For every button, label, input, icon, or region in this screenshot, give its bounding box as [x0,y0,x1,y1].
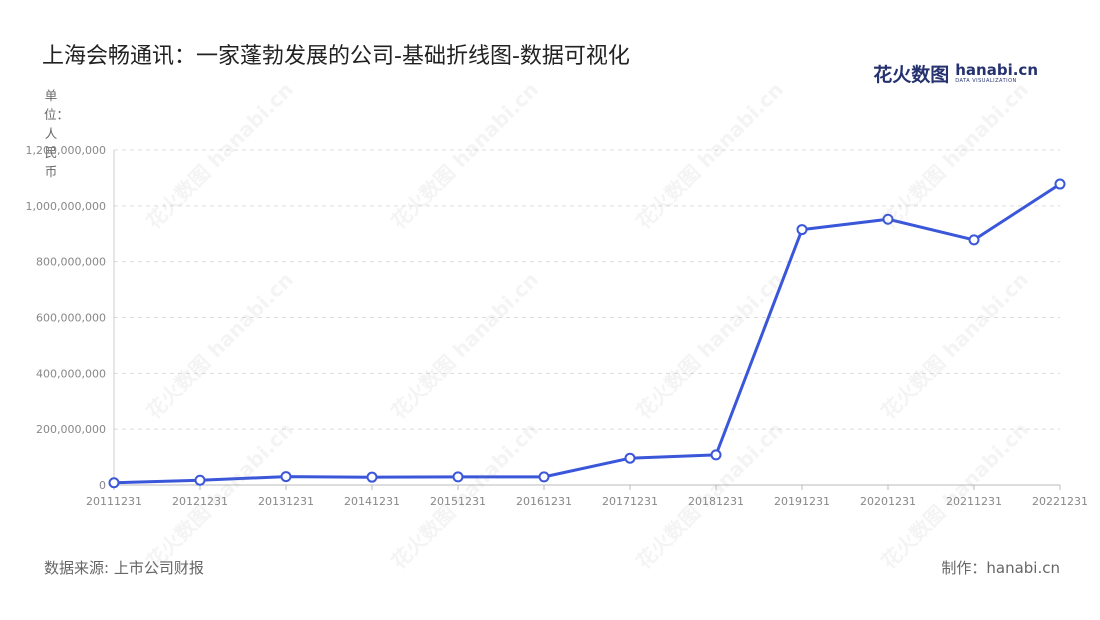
x-tick-label: 20141231 [344,495,400,508]
y-tick-label: 800,000,000 [36,256,106,269]
axes [113,150,1061,490]
logo-en-group: hanabi.cn DATA VISUALIZATION [955,63,1038,84]
series-line [113,182,1061,485]
data-point[interactable] [968,234,980,246]
data-points [108,178,1066,489]
data-point[interactable] [280,471,292,483]
data-source: 数据来源: 上市公司财报 [44,559,204,577]
x-tick-label: 20111231 [86,495,142,508]
x-tick-label: 20121231 [172,495,228,508]
x-tick-label: 20191231 [774,495,830,508]
y-tick-label: 0 [99,479,106,492]
x-tick-label: 20171231 [602,495,658,508]
series-line-group [113,182,1061,485]
data-point[interactable] [194,474,206,486]
x-tick-label: 20161231 [516,495,572,508]
y-tick-labels: 0 200,000,000 400,000,000 600,000,000 800,00… [26,144,106,492]
data-point[interactable] [452,471,464,483]
data-point[interactable] [796,224,808,236]
y-tick-label: 1,000,000,000 [26,200,106,213]
y-tick-label: 1,200,000,000 [26,144,106,157]
data-point[interactable] [1054,178,1066,190]
y-tick-label: 600,000,000 [36,312,106,325]
data-point[interactable] [366,471,378,483]
logo-cn-text: 花火数图 [873,64,950,86]
data-point[interactable] [538,471,550,483]
logo-sub-text: DATA VISUALIZATION [955,78,1017,84]
x-tick-label: 20221231 [1032,495,1088,508]
x-tick-label: 20211231 [946,495,1002,508]
data-point[interactable] [624,452,636,464]
grid-lines [114,149,1060,430]
x-tick-label: 20181231 [688,495,744,508]
data-point[interactable] [710,449,722,461]
logo-en-text: hanabi.cn [955,61,1038,79]
x-tick-label: 20201231 [860,495,916,508]
y-tick-label: 200,000,000 [36,423,106,436]
x-tick-label: 20131231 [258,495,314,508]
chart-title: 上海会畅通讯：一家蓬勃发展的公司-基础折线图-数据可视化 [42,44,630,69]
data-point[interactable] [108,477,120,489]
maker-credit: 制作：hanabi.cn [941,559,1060,577]
brand-logo: 花火数图 hanabi.cn DATA VISUALIZATION [873,60,1038,87]
x-tick-labels: 20111231 20121231 20131231 20141231 20151231… [86,495,1088,508]
x-tick-label: 20151231 [430,495,486,508]
data-point[interactable] [882,213,894,225]
y-tick-label: 400,000,000 [36,367,106,380]
